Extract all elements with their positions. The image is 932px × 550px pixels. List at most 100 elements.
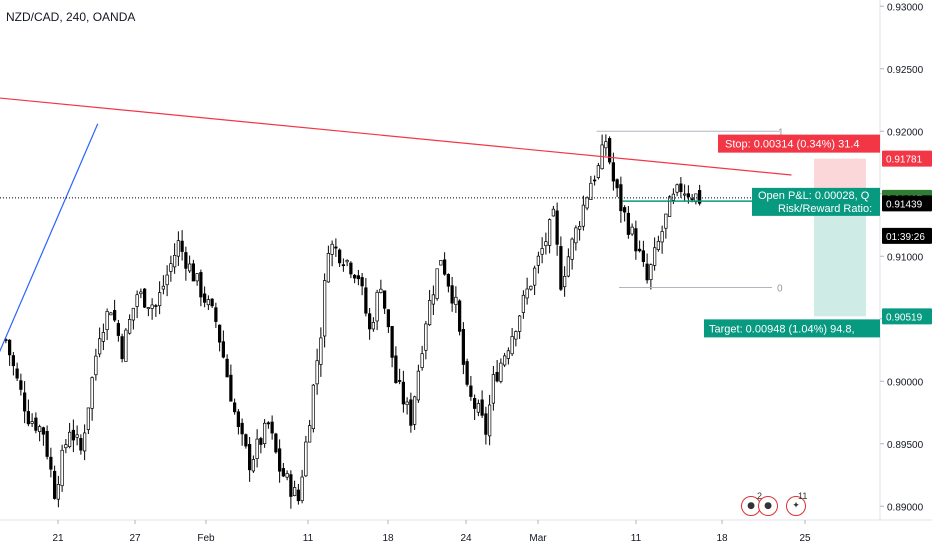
candle-body xyxy=(473,398,477,409)
candle-body xyxy=(525,288,529,299)
candle-body xyxy=(428,300,432,326)
candle-body xyxy=(266,422,271,425)
candle-body xyxy=(379,288,383,294)
candle-body xyxy=(345,260,349,263)
candle-body xyxy=(263,422,267,445)
candle-body xyxy=(154,305,158,307)
candle-body xyxy=(458,300,462,332)
candle-body xyxy=(244,434,248,447)
candle-body xyxy=(540,248,544,255)
candle-body xyxy=(311,384,316,429)
candle-body xyxy=(236,411,241,427)
candle-body xyxy=(446,274,451,287)
candle-body xyxy=(517,315,522,332)
candle-body xyxy=(64,444,68,449)
candle-body xyxy=(652,247,657,266)
candle-body xyxy=(480,399,484,416)
candle-body xyxy=(75,434,79,438)
candle-body xyxy=(97,338,102,355)
candle-body xyxy=(37,426,42,432)
candle-body xyxy=(529,285,533,290)
candle-body xyxy=(465,361,469,385)
candle-body xyxy=(645,263,649,281)
blue-support-trendline xyxy=(0,123,99,353)
candle-body xyxy=(555,210,559,245)
target-label-bg xyxy=(704,319,880,338)
candle-body xyxy=(206,299,211,306)
target-price-tag: 0.90519 xyxy=(886,312,923,323)
target-label: Target: 0.00948 (1.04%) 94.8, xyxy=(709,323,855,335)
candle-body xyxy=(135,294,139,307)
red-resistance-trendline xyxy=(0,97,792,176)
candle-body xyxy=(161,285,166,290)
price-tick-label: 0.91000 xyxy=(887,252,924,263)
price-tick-label: 0.90000 xyxy=(887,377,924,388)
candle-body xyxy=(592,179,597,182)
candle-body xyxy=(626,212,630,235)
candle-body xyxy=(128,319,132,334)
candle-body xyxy=(394,355,398,384)
risk-reward-label: Risk/Reward Ratio: xyxy=(778,203,872,215)
candle-body xyxy=(23,392,27,412)
stop-price-tag-bg xyxy=(882,150,932,167)
candle-body xyxy=(454,296,458,305)
candle-body xyxy=(491,374,496,404)
candle-body xyxy=(641,250,645,262)
candle-body xyxy=(596,165,600,178)
candle-body xyxy=(570,238,574,260)
candle-body xyxy=(195,273,199,282)
candle-body xyxy=(510,336,514,355)
candle-body xyxy=(116,323,120,336)
candle-body xyxy=(589,182,593,200)
candle-body xyxy=(536,255,540,266)
candle-body xyxy=(240,422,244,435)
candle-body xyxy=(218,324,222,343)
candle-body xyxy=(105,311,109,331)
candle-body xyxy=(289,474,293,497)
pl-label-bg xyxy=(752,187,880,216)
time-tick-label: 11 xyxy=(631,533,642,544)
stop-price-tag: 0.91781 xyxy=(886,155,923,166)
candle-body xyxy=(304,441,308,477)
candle-body xyxy=(484,413,488,435)
candle-body xyxy=(435,268,439,299)
price-tick-label: 0.92000 xyxy=(887,127,924,138)
candle-body xyxy=(109,312,113,316)
time-tick-label: 25 xyxy=(799,533,811,544)
candle-body xyxy=(431,294,436,305)
ca-flag-icon[interactable]: ✦ xyxy=(786,496,806,516)
candle-body xyxy=(383,290,387,309)
candle-body xyxy=(34,417,38,431)
candle-body xyxy=(413,396,417,425)
open-pl-label: Open P&L: 0.00028, Q xyxy=(758,190,870,202)
candle-body xyxy=(229,374,233,402)
time-tick-label: 11 xyxy=(303,533,314,544)
candle-body xyxy=(139,291,143,295)
candle-body xyxy=(637,248,642,252)
countdown-tag-bg xyxy=(882,227,932,244)
candle-body xyxy=(581,204,585,227)
target-zone xyxy=(814,201,866,317)
nz-flag-icon-2[interactable]: ● xyxy=(758,496,778,516)
candle-body xyxy=(251,459,256,472)
time-tick-label: Feb xyxy=(197,533,215,544)
candle-body xyxy=(158,292,162,307)
candle-body xyxy=(120,336,124,360)
candle-body xyxy=(90,377,94,409)
candle-body xyxy=(420,353,424,368)
candle-body xyxy=(360,277,364,287)
candle-body xyxy=(664,213,668,229)
candle-body xyxy=(495,372,499,382)
candle-body xyxy=(544,241,548,247)
candle-body xyxy=(131,307,136,321)
candle-body xyxy=(214,307,218,322)
time-tick-label: 18 xyxy=(382,533,394,544)
candle-body xyxy=(660,231,664,243)
candle-body xyxy=(180,240,184,252)
candle-body xyxy=(615,179,619,189)
candle-body xyxy=(259,438,263,445)
fib-level-0-label: 0 xyxy=(777,284,783,295)
candle-body xyxy=(364,287,368,314)
candle-body xyxy=(248,444,252,471)
